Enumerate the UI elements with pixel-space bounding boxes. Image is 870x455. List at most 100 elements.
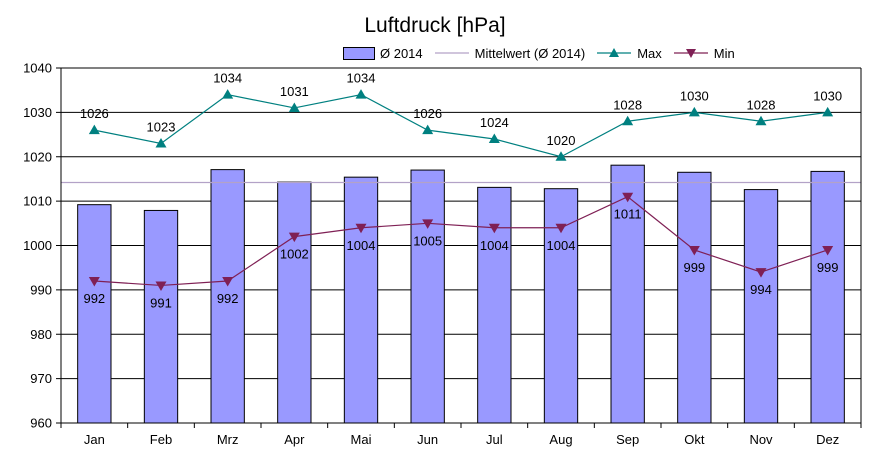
x-tick-label: Mai: [351, 432, 372, 447]
line-series: [88, 89, 834, 291]
legend-label-max: Max: [637, 45, 662, 61]
min-marker: [155, 281, 167, 291]
max-data-label: 1024: [480, 115, 509, 130]
x-tick-label: Jul: [486, 432, 503, 447]
legend-item-max: Max: [595, 46, 662, 61]
x-tick-label: Okt: [684, 432, 705, 447]
max-data-label: 1026: [413, 106, 442, 121]
y-tick-label: 1000: [23, 238, 52, 253]
series-line-max: [94, 93, 828, 158]
bar: [77, 204, 112, 424]
min-data-label: 999: [683, 260, 705, 275]
y-tick-label: 980: [30, 327, 52, 342]
chart-title: Luftdruck [hPa]: [364, 14, 506, 37]
data-labels: 1026 1023 1034 1031 1034 1026 1024 1020 1028 1030…: [80, 71, 842, 311]
legend-label-min: Min: [713, 45, 735, 61]
legend-mean-swatch: [434, 52, 469, 54]
legend-label-avg: Ø 2014: [380, 45, 423, 61]
legend-max-swatch: [597, 48, 632, 57]
y-tick-label: 1030: [23, 105, 52, 120]
min-marker: [355, 223, 367, 234]
max-data-label: 1030: [813, 88, 842, 103]
axes: 960 970 980 990 1000 1010 1020 1030 1040 Jan Feb Mr…: [23, 61, 862, 447]
max-marker: [88, 124, 100, 135]
x-tick-label: Jun: [417, 432, 438, 447]
min-data-label: 991: [150, 295, 172, 310]
max-marker: [288, 102, 300, 112]
max-marker: [155, 137, 167, 148]
bar: [810, 170, 845, 424]
max-data-label: 1026: [80, 106, 109, 121]
max-data-label: 1028: [747, 97, 776, 112]
y-tick-label: 1010: [23, 194, 52, 209]
bar: [477, 186, 512, 424]
max-marker: [688, 106, 700, 117]
max-data-label: 1034: [213, 71, 242, 86]
min-data-label: 1011: [614, 207, 642, 222]
x-tick-label: Sep: [616, 432, 639, 447]
min-data-label: 1004: [480, 238, 509, 253]
series-line-min: [94, 195, 828, 287]
y-tick-label: 990: [30, 282, 52, 297]
legend: Ø 2014 Mittelwert (Ø 2014) Max Min: [343, 43, 745, 63]
max-marker: [488, 133, 500, 143]
bar: [610, 164, 645, 424]
bar: [143, 209, 179, 424]
max-data-label: 1020: [547, 133, 576, 148]
min-marker: [622, 192, 634, 203]
bar: [343, 176, 379, 424]
min-data-label: 1004: [347, 238, 376, 253]
min-marker: [488, 223, 500, 234]
min-data-label: 1004: [547, 238, 576, 253]
min-marker: [422, 219, 434, 229]
legend-bar-swatch: [343, 46, 375, 60]
legend-item-min: Min: [672, 46, 735, 61]
max-marker: [422, 124, 434, 135]
bar: [277, 181, 312, 424]
max-data-label: 1034: [347, 71, 376, 86]
max-marker: [755, 115, 767, 126]
x-tick-label: Mrz: [217, 432, 239, 447]
x-tick-label: Aug: [549, 432, 572, 447]
min-data-label: 994: [750, 282, 772, 297]
gridlines: [61, 67, 861, 424]
min-marker: [88, 277, 100, 287]
min-data-label: 992: [217, 291, 239, 306]
max-data-label: 1028: [613, 97, 642, 112]
x-tick-label: Jan: [84, 432, 105, 447]
max-marker: [222, 89, 234, 99]
min-marker: [288, 232, 300, 243]
max-marker: [555, 151, 567, 161]
max-data-label: 1023: [147, 119, 176, 134]
min-marker: [555, 223, 567, 234]
bar: [677, 171, 712, 424]
min-data-label: 1002: [280, 247, 309, 262]
min-marker: [222, 277, 234, 287]
min-marker: [755, 268, 767, 278]
max-marker: [355, 89, 367, 99]
legend-label-mean: Mittelwert (Ø 2014): [474, 45, 586, 61]
legend-item-avg: Ø 2014: [343, 46, 423, 61]
min-marker: [688, 245, 700, 256]
min-data-label: 999: [817, 260, 839, 275]
x-tick-label: Apr: [284, 432, 305, 447]
legend-min-swatch: [673, 49, 708, 58]
max-marker: [822, 106, 834, 117]
bar: [210, 169, 245, 424]
y-tick-label: 960: [30, 416, 52, 431]
max-data-label: 1031: [280, 84, 309, 99]
x-tick-label: Feb: [150, 432, 172, 447]
bar: [743, 189, 779, 424]
legend-item-mean: Mittelwert (Ø 2014): [433, 45, 586, 61]
max-marker: [622, 115, 634, 126]
y-tick-label: 1020: [23, 149, 52, 164]
x-tick-label: Dez: [816, 432, 839, 447]
y-tick-label: 970: [30, 371, 52, 386]
bar: [410, 169, 445, 424]
max-data-label: 1030: [680, 88, 709, 103]
min-marker: [822, 245, 834, 256]
y-tick-label: 1040: [23, 61, 52, 76]
min-data-label: 992: [83, 291, 105, 306]
min-data-label: 1005: [413, 233, 442, 248]
